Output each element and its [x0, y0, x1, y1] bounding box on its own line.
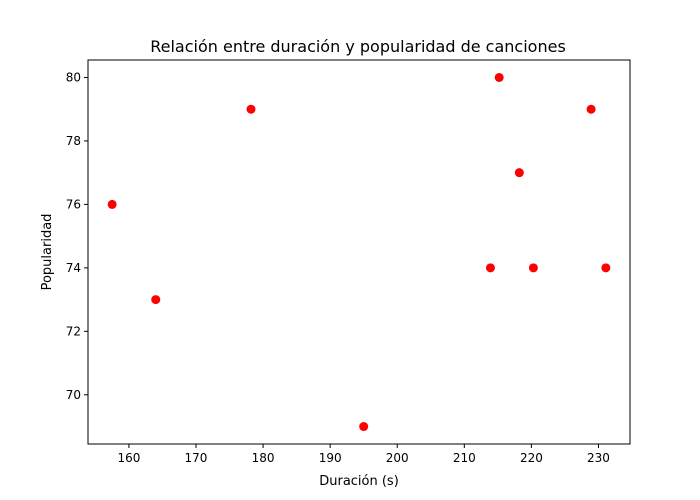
x-axis-label: Duración (s) — [319, 474, 399, 489]
x-tick-label: 180 — [252, 451, 275, 465]
y-tick-label: 70 — [66, 388, 81, 402]
data-point — [494, 72, 504, 82]
x-tick-label: 190 — [319, 451, 342, 465]
x-tick-label: 220 — [520, 451, 543, 465]
data-point — [246, 104, 256, 114]
y-axis-ticks: 70 72 74 76 78 80 — [66, 70, 88, 402]
y-tick-label: 76 — [66, 197, 81, 211]
data-point — [528, 263, 538, 273]
data-point — [601, 263, 611, 273]
x-tick-label: 210 — [453, 451, 476, 465]
x-tick-label: 230 — [587, 451, 610, 465]
data-point — [514, 168, 524, 178]
y-tick-label: 80 — [66, 70, 81, 84]
data-point — [485, 263, 495, 273]
data-point — [151, 295, 161, 305]
y-tick-label: 78 — [66, 134, 81, 148]
data-point — [107, 199, 117, 209]
x-axis-ticks: 160 170 180 190 200 210 220 230 — [117, 444, 610, 465]
data-points — [107, 72, 611, 432]
data-point — [359, 422, 369, 432]
y-tick-label: 74 — [66, 261, 81, 275]
y-axis-label: Popularidad — [40, 214, 55, 291]
plot-frame — [87, 59, 631, 445]
x-tick-label: 170 — [185, 451, 208, 465]
chart-title: Relación entre duración y popularidad de… — [150, 37, 566, 56]
x-tick-label: 200 — [386, 451, 409, 465]
y-tick-label: 72 — [66, 324, 81, 338]
data-point — [586, 104, 596, 114]
x-tick-label: 160 — [117, 451, 140, 465]
